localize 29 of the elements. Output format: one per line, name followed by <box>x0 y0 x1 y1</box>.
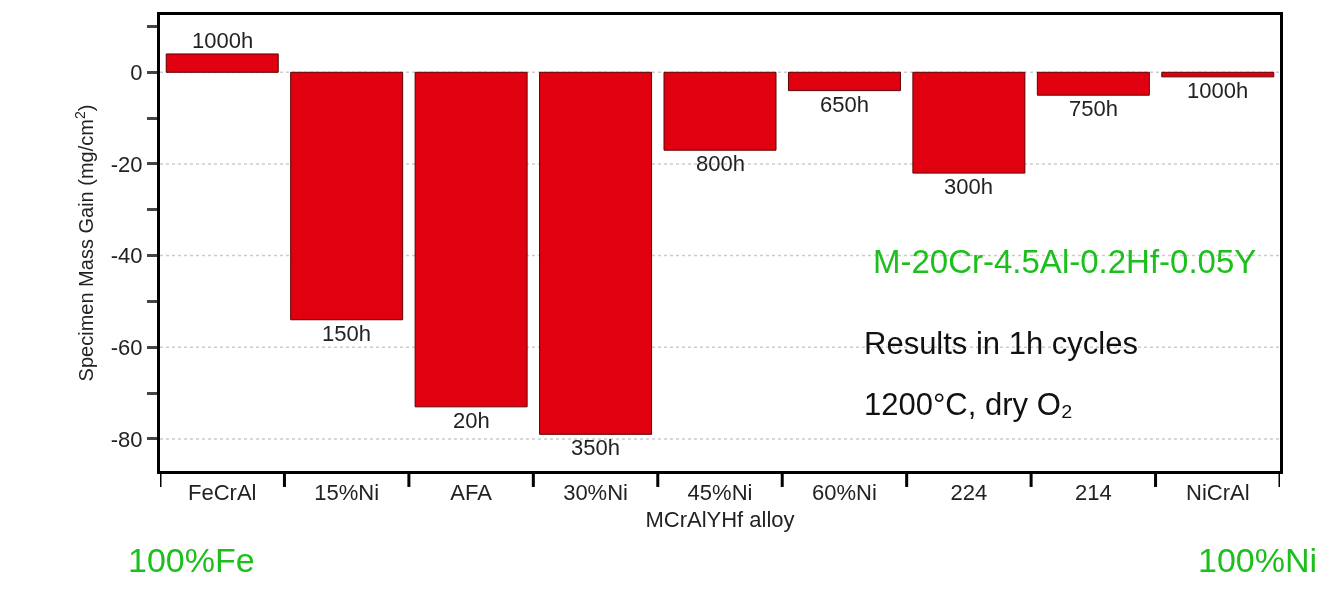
y-tick-label: -80 <box>110 426 143 452</box>
annotation: 1000h <box>192 28 254 53</box>
x-tick-label: 214 <box>1074 480 1112 506</box>
x-tick-label: 15%Ni <box>314 480 380 506</box>
annotation: 1200°C, dry O₂ <box>864 387 1073 422</box>
annotation: 1000h <box>1187 78 1249 103</box>
x-axis-title: MCrAlYHf alloy <box>645 507 795 533</box>
text: 100%Ni <box>1198 541 1318 579</box>
annotation: 300h <box>944 174 993 199</box>
annotation: 150h <box>322 321 371 346</box>
y-tick-label: -20 <box>110 151 143 177</box>
x-tick-label: NiCrAl <box>1186 480 1250 506</box>
annotation: 650h <box>820 92 869 117</box>
x-tick-label: 60%Ni <box>812 480 877 506</box>
x-tick-label: AFA <box>450 480 493 506</box>
annotation: 750h <box>1069 96 1118 121</box>
x-tick-label: 224 <box>950 480 988 506</box>
y-tick-label: -60 <box>110 334 143 360</box>
annotation: 800h <box>696 151 745 176</box>
y-tick-label: -40 <box>110 243 143 269</box>
annotation: M-20Cr-4.5Al-0.2Hf-0.05Y <box>873 243 1257 280</box>
x-tick-label: 45%Ni <box>687 480 753 506</box>
annotation: 20h <box>453 408 490 433</box>
text: 100%Fe <box>128 541 255 579</box>
annotation: Results in 1h cycles <box>864 326 1138 361</box>
y-tick-label: 0 <box>130 59 143 85</box>
annotation: 350h <box>571 435 620 460</box>
x-tick-label: FeCrAl <box>187 480 257 506</box>
x-tick-label: 30%Ni <box>563 480 628 506</box>
